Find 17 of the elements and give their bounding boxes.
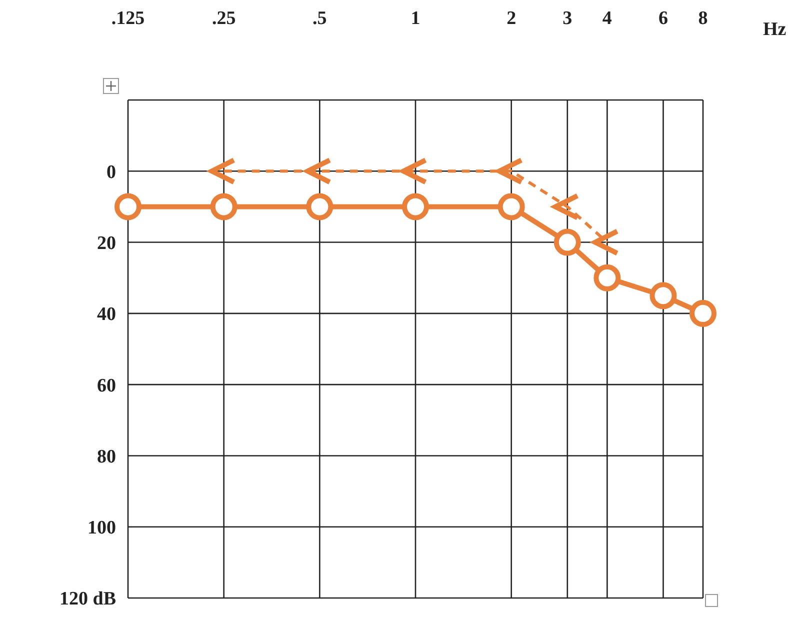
x-tick-label: 6 bbox=[658, 8, 668, 29]
y-tick-label: 20 bbox=[97, 233, 116, 254]
x-tick-label: .125 bbox=[111, 8, 145, 29]
y-tick-label: 40 bbox=[97, 304, 116, 326]
x-tick-label: .25 bbox=[212, 8, 236, 29]
x-tick-label: 2 bbox=[506, 8, 516, 29]
y-tick-label: 60 bbox=[97, 375, 116, 396]
y-tick-label: 0 bbox=[106, 162, 116, 183]
x-tick-label: 3 bbox=[562, 8, 572, 29]
x-tick-label: 1 bbox=[410, 8, 420, 29]
x-tick-label: .5 bbox=[312, 8, 327, 29]
x-axis-title: Hz bbox=[763, 19, 786, 41]
y-tick-label: 100 bbox=[88, 518, 116, 539]
y-tick-label: 80 bbox=[97, 446, 116, 468]
x-tick-label: 4 bbox=[602, 8, 612, 29]
x-tick-label: 8 bbox=[698, 8, 708, 29]
y-tick-label: 120 dB bbox=[60, 588, 116, 610]
